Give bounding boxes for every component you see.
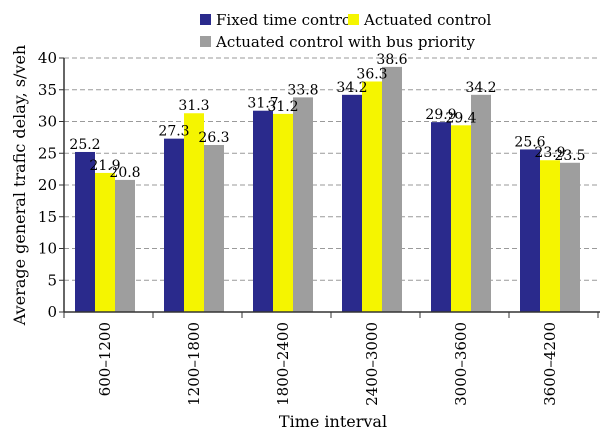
data-label-actuated: 31.3	[178, 98, 209, 114]
data-label-fixed-time: 31.7	[247, 96, 278, 112]
x-category-label: 600–1200	[96, 322, 114, 396]
legend: Fixed time control Actuated control Actu…	[200, 11, 491, 51]
y-tick-label: 0	[47, 303, 57, 321]
bar-fixed-time	[253, 110, 273, 312]
x-category-label: 1200–1800	[185, 322, 203, 406]
data-label-fixed-time: 27.3	[158, 124, 189, 140]
data-label-fixed-time: 25.2	[69, 137, 100, 153]
x-category-label: 3000–3600	[452, 322, 470, 406]
data-label-actuated: 31.2	[267, 99, 298, 115]
x-category-label: 3600–4200	[541, 322, 559, 406]
bar-actuated	[451, 125, 471, 312]
y-tick-label: 35	[38, 81, 57, 99]
x-ticks: 600–1200 1200–1800 1800–2400 2400–3000 3000–…	[63, 312, 599, 406]
bar-fixed-time	[164, 138, 184, 312]
bar-actuated	[95, 172, 115, 312]
x-category-label: 1800–2400	[274, 322, 292, 406]
bar-bus-priority	[293, 97, 313, 313]
bar-fixed-time	[342, 94, 362, 312]
data-label-actuated: 21.9	[89, 158, 120, 174]
bar-bus-priority	[560, 162, 580, 312]
data-label-bus-priority: 23.5	[554, 148, 585, 164]
bars	[75, 66, 580, 313]
data-label-fixed-time: 29.9	[425, 107, 456, 123]
bar-fixed-time	[75, 151, 95, 312]
x-category-label: 2400–3000	[363, 322, 381, 406]
x-axis-title: Time interval	[279, 412, 387, 429]
data-label-fixed-time: 34.2	[336, 80, 367, 96]
data-label-actuated: 36.3	[356, 66, 387, 82]
data-label-actuated: 29.4	[445, 110, 476, 126]
legend-swatch-bus-priority	[200, 36, 211, 47]
data-labels: 25.2 27.3 31.7 34.2 29.9 25.6 21.9 31.3 31.2 36.3…	[69, 52, 585, 181]
bar-actuated	[184, 113, 204, 313]
y-ticks: 0 5 10 15 20 25 30 35 40	[38, 49, 64, 321]
bar-actuated	[362, 81, 382, 313]
data-label-bus-priority: 26.3	[198, 130, 229, 146]
bar-bus-priority	[115, 179, 135, 312]
data-label-actuated: 23.9	[534, 145, 565, 161]
legend-label-bus-priority: Actuated control with bus priority	[215, 33, 475, 51]
bar-bus-priority	[382, 66, 402, 312]
data-label-bus-priority: 20.8	[109, 165, 140, 181]
bar-fixed-time	[520, 149, 540, 312]
y-tick-label: 30	[38, 113, 57, 131]
y-tick-label: 10	[38, 240, 57, 258]
data-label-fixed-time: 25.6	[514, 134, 545, 150]
bar-fixed-time	[431, 122, 451, 312]
y-tick-label: 20	[38, 176, 57, 194]
legend-label-actuated: Actuated control	[363, 11, 491, 29]
data-label-bus-priority: 38.6	[376, 52, 407, 68]
data-label-bus-priority: 33.8	[287, 82, 318, 98]
legend-swatch-fixed-time	[200, 14, 211, 25]
data-label-bus-priority: 34.2	[465, 80, 496, 96]
bar-actuated	[273, 113, 293, 312]
bar-actuated	[540, 160, 560, 312]
legend-label-fixed-time: Fixed time control	[216, 11, 356, 29]
y-tick-label: 25	[38, 144, 57, 162]
y-tick-label: 40	[38, 49, 57, 67]
legend-swatch-actuated	[348, 14, 359, 25]
y-tick-label: 5	[47, 271, 57, 289]
y-axis-title: Average general trafic delay, s/veh	[10, 45, 29, 326]
y-tick-label: 15	[38, 208, 57, 226]
bar-bus-priority	[204, 144, 224, 312]
bar-bus-priority	[471, 94, 491, 312]
grid-lines	[64, 57, 600, 281]
